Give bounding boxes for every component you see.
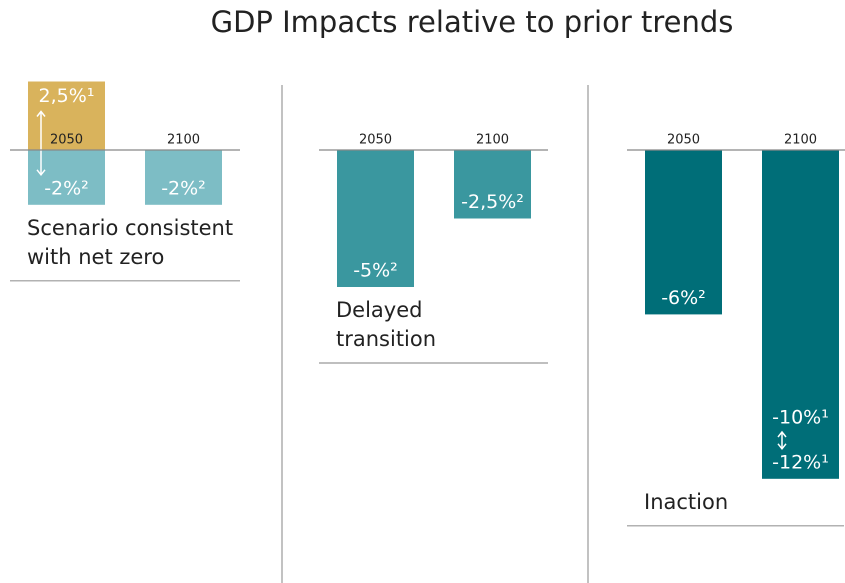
range-arrow-head — [777, 430, 787, 438]
panel-caption: Scenario consistent — [27, 216, 233, 240]
range-label: 2,5%¹ — [39, 85, 95, 107]
x-tick-label: 2050 — [50, 133, 83, 148]
value-label: -5%² — [353, 260, 398, 282]
panel-caption: Inaction — [644, 490, 728, 514]
bar — [645, 150, 722, 315]
bar — [454, 150, 531, 219]
value-label: -2%² — [161, 177, 206, 199]
range-label: -10%¹ — [772, 407, 829, 429]
x-tick-label: 2100 — [167, 133, 200, 148]
bar — [145, 150, 222, 205]
range-arrow-head — [36, 110, 46, 117]
range-arrow-head — [36, 169, 46, 177]
x-tick-label: 2100 — [784, 133, 817, 148]
value-label: -2%² — [44, 177, 89, 199]
x-tick-label: 2050 — [667, 133, 700, 148]
value-label: -6%² — [661, 287, 706, 309]
x-tick-label: 2100 — [476, 133, 509, 148]
value-label: -2,5%² — [461, 191, 524, 213]
range-arrow-head — [777, 443, 787, 451]
panel-caption: transition — [336, 327, 436, 351]
chart-title: GDP Impacts relative to prior trends — [211, 5, 734, 39]
bar — [337, 150, 414, 287]
x-tick-label: 2050 — [359, 133, 392, 148]
value-label: -12%¹ — [772, 451, 829, 473]
bar — [762, 150, 839, 479]
panel-caption: Delayed — [336, 298, 422, 322]
panel-caption: with net zero — [27, 245, 164, 269]
